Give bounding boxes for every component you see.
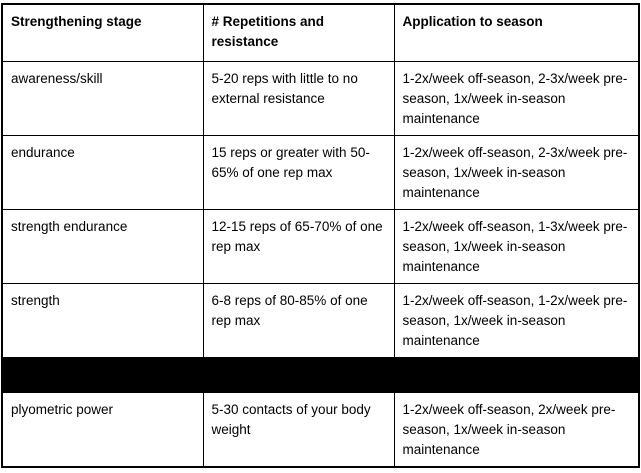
table-row-strength-endurance: strength endurance 12-15 reps of 65-70% … [1, 208, 640, 284]
redacted-row [1, 356, 640, 393]
header-row: Strengthening stage # Repetitions and re… [1, 3, 640, 62]
cell-reps: 6-8 reps of 80-85% of one rep max [202, 282, 395, 358]
cell-reps: 5-20 reps with little to no external res… [202, 60, 395, 136]
cell-application: 1-2x/week off-season, 1-3x/week pre-seas… [393, 208, 640, 284]
cell-reps: 15 reps or greater with 50-65% of one re… [202, 134, 395, 210]
column-header-strengthening-stage: Strengthening stage [1, 3, 204, 62]
cell-application: 1-2x/week off-season, 2x/week pre-season… [393, 391, 640, 467]
column-header-repetitions-resistance: # Repetitions and resistance [202, 3, 395, 62]
cell-application: 1-2x/week off-season, 2-3x/week pre-seas… [393, 134, 640, 210]
cell-stage: plyometric power [1, 391, 204, 467]
cell-application: 1-2x/week off-season, 2-3x/week pre-seas… [393, 60, 640, 136]
cell-reps: 5-30 contacts of your body weight [202, 391, 395, 467]
table-row-endurance: endurance 15 reps or greater with 50-65%… [1, 134, 640, 210]
column-header-application-to-season: Application to season [393, 3, 640, 62]
cell-stage: awareness/skill [1, 60, 204, 136]
table-row-strength: strength 6-8 reps of 80-85% of one rep m… [1, 282, 640, 358]
cell-stage: strength endurance [1, 208, 204, 284]
table-row-plyometric-power: plyometric power 5-30 contacts of your b… [1, 391, 640, 467]
strengthening-stage-table: Strengthening stage # Repetitions and re… [1, 3, 640, 468]
table-row-awareness-skill: awareness/skill 5-20 reps with little to… [1, 60, 640, 136]
cell-application: 1-2x/week off-season, 1-2x/week pre-seas… [393, 282, 640, 358]
redacted-band [1, 356, 640, 393]
cell-stage: strength [1, 282, 204, 358]
cell-stage: endurance [1, 134, 204, 210]
cell-reps: 12-15 reps of 65-70% of one rep max [202, 208, 395, 284]
